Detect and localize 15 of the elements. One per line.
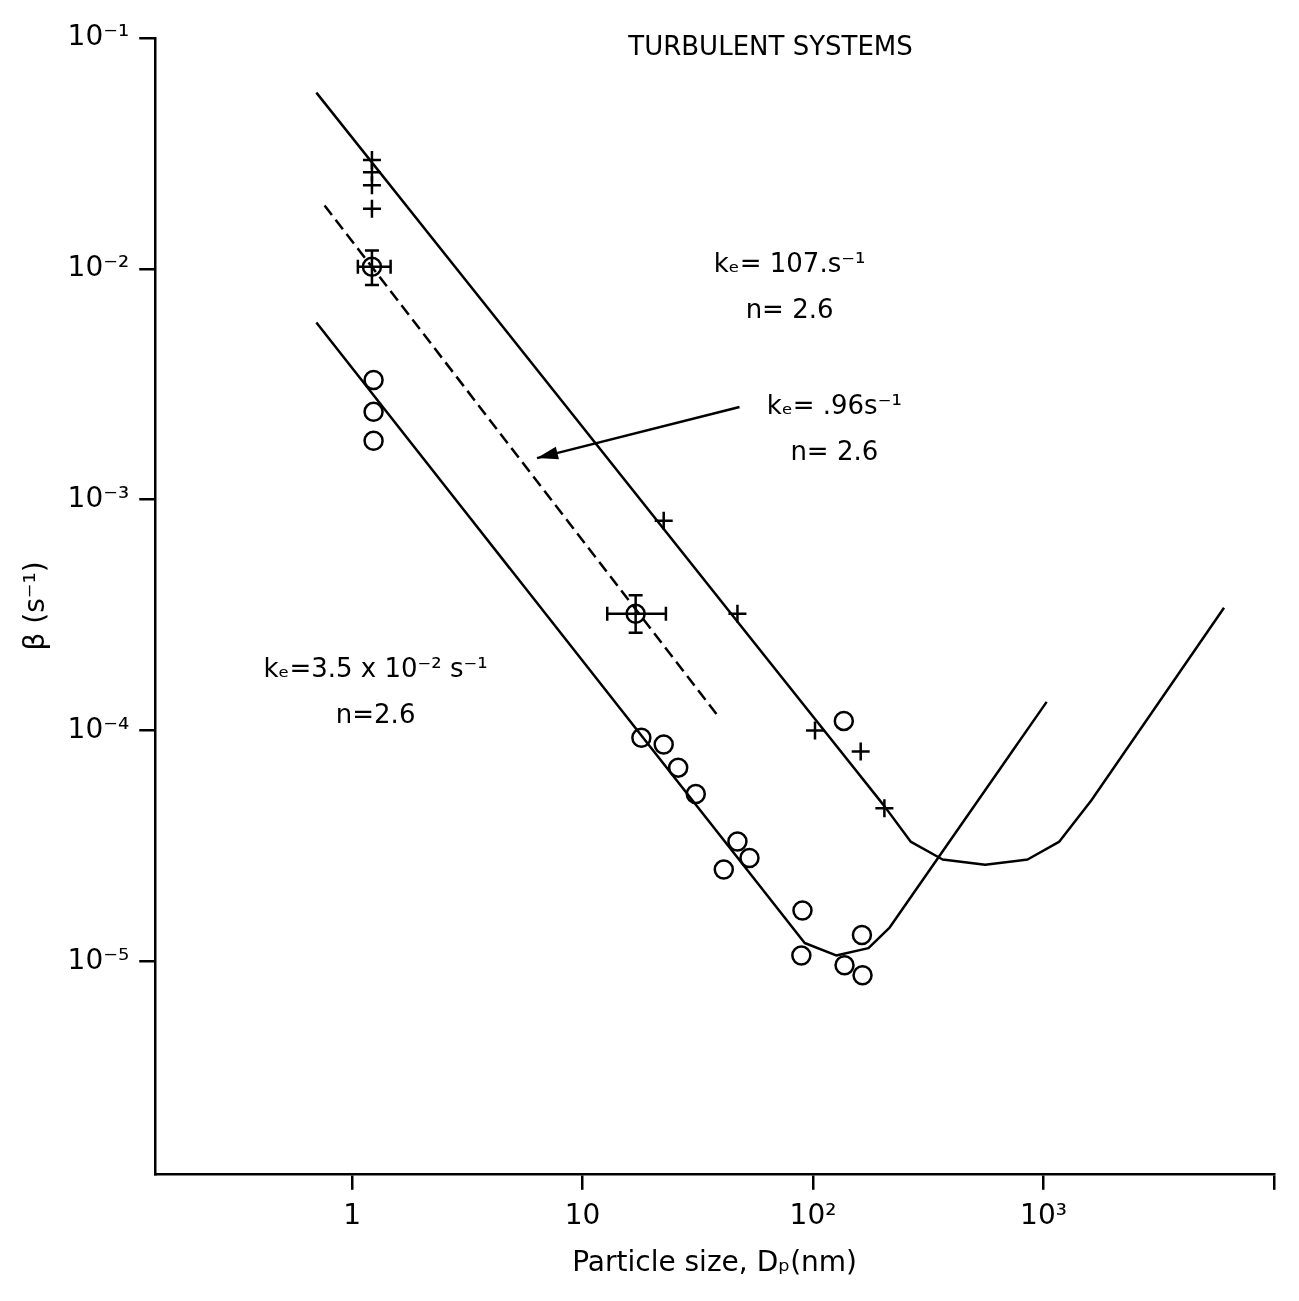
chart-title: TURBULENT SYSTEMS	[627, 30, 913, 61]
x-axis-title: Particle size, Dₚ(nm)	[572, 1245, 858, 1279]
annotation: kₑ= .96s⁻¹ n= 2.6	[766, 389, 902, 466]
y-tick-label: 10⁻⁴	[67, 711, 130, 745]
annotation: kₑ= 107.s⁻¹ n= 2.6	[713, 247, 866, 324]
y-tick-label: 10⁻³	[67, 480, 130, 514]
x-tick-label: 10	[564, 1197, 601, 1231]
y-tick-label: 10⁻²	[67, 250, 130, 284]
annotation: kₑ=3.5 x 10⁻² s⁻¹ n=2.6	[263, 653, 488, 730]
y-tick-label: 10⁻⁵	[67, 942, 130, 976]
x-tick-label: 1	[343, 1197, 361, 1231]
y-axis-title: β (s⁻¹)	[18, 561, 52, 651]
y-tick-label: 10⁻¹	[67, 19, 130, 53]
x-tick-label: 10²	[789, 1197, 837, 1231]
x-tick-label: 10³	[1020, 1197, 1067, 1231]
